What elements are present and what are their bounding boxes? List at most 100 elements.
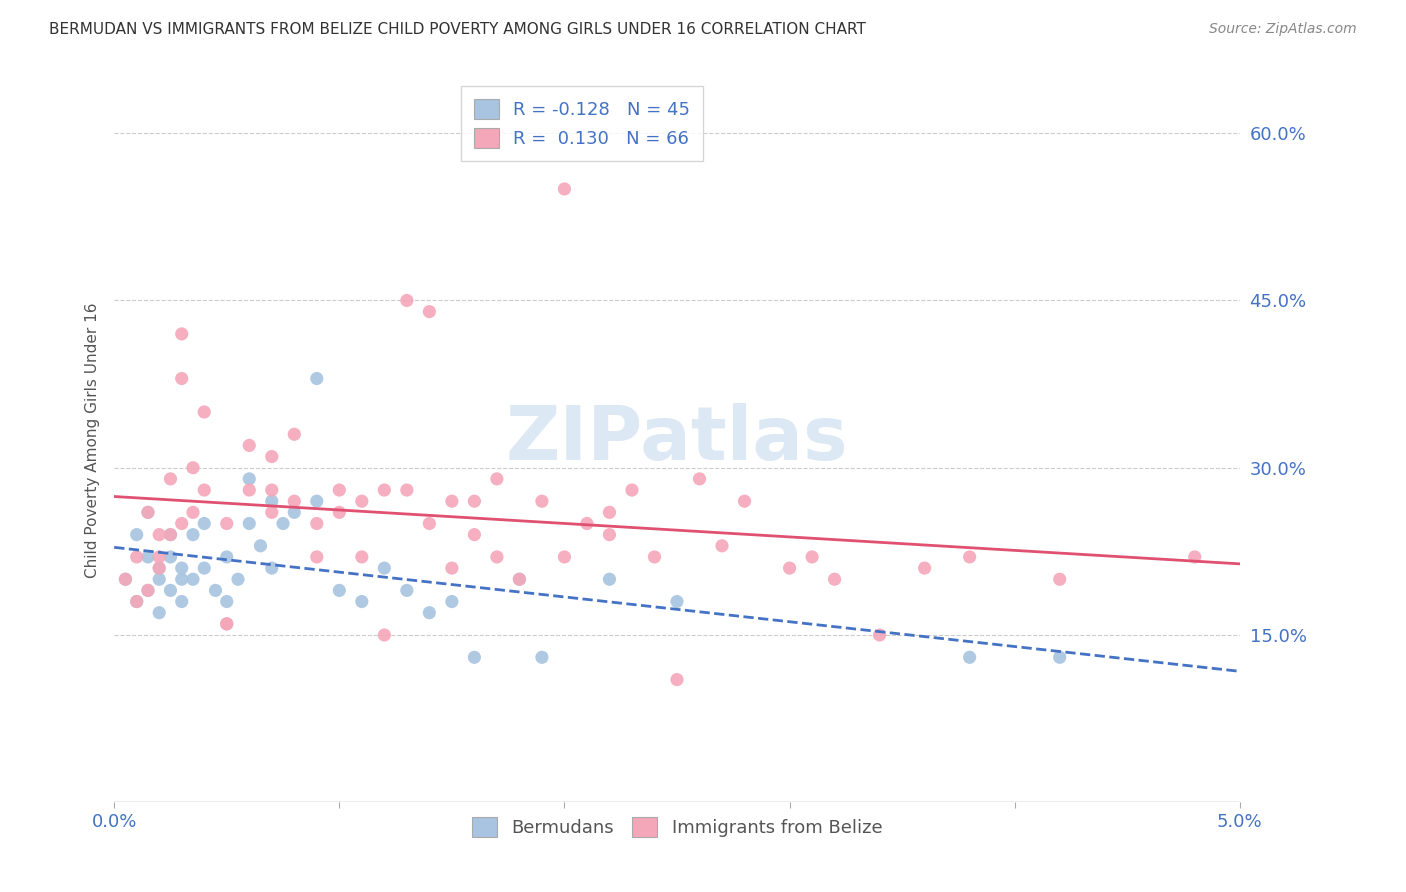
Point	[215, 616, 238, 631]
Point	[485, 549, 508, 564]
Point	[215, 549, 238, 564]
Point	[620, 483, 643, 497]
Point	[238, 472, 260, 486]
Point	[711, 539, 734, 553]
Point	[373, 561, 395, 575]
Point	[463, 527, 485, 541]
Point	[418, 304, 440, 318]
Point	[148, 549, 170, 564]
Point	[238, 483, 260, 497]
Point	[114, 572, 136, 586]
Point	[395, 483, 418, 497]
Point	[260, 483, 283, 497]
Point	[485, 472, 508, 486]
Point	[136, 549, 159, 564]
Point	[193, 561, 215, 575]
Point	[215, 594, 238, 608]
Point	[260, 494, 283, 508]
Point	[125, 527, 148, 541]
Point	[508, 572, 530, 586]
Point	[350, 594, 373, 608]
Legend: Bermudans, Immigrants from Belize: Bermudans, Immigrants from Belize	[464, 810, 890, 844]
Point	[170, 516, 193, 531]
Point	[1184, 549, 1206, 564]
Point	[193, 516, 215, 531]
Point	[260, 561, 283, 575]
Point	[114, 572, 136, 586]
Point	[801, 549, 824, 564]
Point	[666, 594, 689, 608]
Point	[170, 371, 193, 385]
Point	[1049, 650, 1071, 665]
Point	[666, 673, 689, 687]
Point	[440, 561, 463, 575]
Point	[159, 527, 181, 541]
Point	[643, 549, 665, 564]
Point	[215, 616, 238, 631]
Point	[136, 505, 159, 519]
Point	[824, 572, 846, 586]
Point	[350, 494, 373, 508]
Point	[125, 549, 148, 564]
Point	[305, 371, 328, 385]
Point	[148, 606, 170, 620]
Point	[418, 516, 440, 531]
Point	[271, 516, 294, 531]
Point	[328, 505, 350, 519]
Point	[181, 527, 204, 541]
Point	[395, 293, 418, 308]
Point	[283, 505, 305, 519]
Point	[373, 483, 395, 497]
Point	[181, 572, 204, 586]
Point	[148, 561, 170, 575]
Point	[553, 549, 575, 564]
Point	[508, 572, 530, 586]
Point	[734, 494, 756, 508]
Point	[440, 494, 463, 508]
Point	[283, 427, 305, 442]
Point	[463, 494, 485, 508]
Point	[148, 561, 170, 575]
Point	[181, 505, 204, 519]
Point	[305, 549, 328, 564]
Point	[350, 549, 373, 564]
Point	[170, 594, 193, 608]
Point	[148, 527, 170, 541]
Point	[159, 549, 181, 564]
Point	[226, 572, 249, 586]
Point	[328, 583, 350, 598]
Point	[204, 583, 226, 598]
Point	[598, 505, 620, 519]
Point	[260, 505, 283, 519]
Point	[136, 505, 159, 519]
Point	[125, 594, 148, 608]
Text: Source: ZipAtlas.com: Source: ZipAtlas.com	[1209, 22, 1357, 37]
Point	[328, 483, 350, 497]
Point	[170, 572, 193, 586]
Point	[530, 650, 553, 665]
Point	[249, 539, 271, 553]
Point	[959, 650, 981, 665]
Point	[260, 450, 283, 464]
Point	[170, 561, 193, 575]
Point	[215, 516, 238, 531]
Point	[689, 472, 711, 486]
Point	[440, 594, 463, 608]
Y-axis label: Child Poverty Among Girls Under 16: Child Poverty Among Girls Under 16	[86, 302, 100, 578]
Point	[181, 460, 204, 475]
Point	[305, 516, 328, 531]
Point	[869, 628, 891, 642]
Text: BERMUDAN VS IMMIGRANTS FROM BELIZE CHILD POVERTY AMONG GIRLS UNDER 16 CORRELATIO: BERMUDAN VS IMMIGRANTS FROM BELIZE CHILD…	[49, 22, 866, 37]
Point	[395, 583, 418, 598]
Point	[779, 561, 801, 575]
Point	[959, 549, 981, 564]
Point	[193, 405, 215, 419]
Point	[530, 494, 553, 508]
Point	[125, 594, 148, 608]
Point	[159, 583, 181, 598]
Point	[136, 583, 159, 598]
Text: ZIPatlas: ZIPatlas	[506, 403, 848, 476]
Point	[914, 561, 936, 575]
Point	[598, 527, 620, 541]
Point	[373, 628, 395, 642]
